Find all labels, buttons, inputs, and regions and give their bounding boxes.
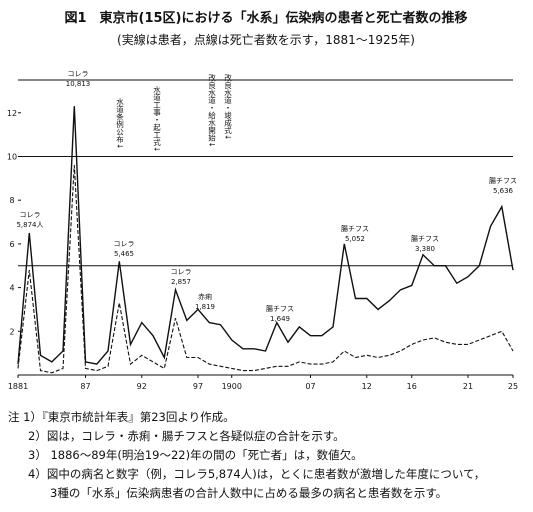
event-label: 改良水道・給水開始↓ [207, 73, 216, 148]
x-tick-label: 21 [463, 382, 473, 391]
series-line [17, 106, 514, 365]
x-tick-label: 16 [407, 382, 417, 391]
note: 2）図は，コレラ・赤痢・腸チフスと各疑似症の合計を示す。 [28, 429, 345, 443]
x-tick-label: 97 [193, 382, 203, 391]
annotation-disease: 腸チフス [489, 177, 517, 185]
notes: 注 1）『東京市統計年表』第23回より作成。 2）図は，コレラ・赤痢・腸チフスと… [8, 408, 485, 503]
y-tick-label: 10 [7, 152, 17, 161]
annotation-disease: コレラ [68, 70, 89, 78]
annotation-disease: コレラ [171, 268, 192, 276]
event-label: 改良水道・竣成式↓ [223, 73, 232, 141]
event-label: 水道工事・起工式↓ [152, 85, 161, 153]
annotation-count: 3,380 [415, 245, 435, 253]
x-tick-label: 92 [137, 382, 147, 391]
note: 3種の「水系」伝染病患者の合計人数中に占める最多の病名と患者数を示す。 [50, 486, 448, 500]
event-label: 水道条例公布↓ [115, 97, 124, 150]
series-line [17, 165, 514, 374]
x-tick-label: 12 [362, 382, 372, 391]
y-tick-label: 12 [7, 109, 17, 118]
y-tick-label: 6 [9, 240, 14, 249]
annotation-count: 2,857 [171, 278, 191, 286]
x-tick-label: 1900 [222, 382, 242, 391]
annotation-disease: コレラ [20, 211, 41, 219]
chart-subtitle: (実線は患者，点線は死亡者数を示す，1881～1925年) [117, 32, 415, 47]
chart: 図1 東京市(15区)における「水系」伝染病の患者と死亡者数の推移 (実線は患者… [7, 10, 518, 391]
note: 注 1）『東京市統計年表』第23回より作成。 [8, 410, 235, 424]
annotation-count: 1,819 [195, 303, 215, 311]
annotation-count: 5,636 [493, 187, 514, 195]
annotation-count: 10,813 [66, 80, 91, 88]
annotation-count: 5,465 [114, 250, 134, 258]
y-tick-label: 2 [9, 327, 14, 336]
note: 4）図中の病名と数字（例，コレラ5,874人)は，とくに患者数が激増した年度につ… [28, 467, 486, 481]
annotation-count: 1,649 [270, 315, 290, 323]
annotation-disease: 赤痢 [198, 292, 212, 301]
annotation-count: 5,052 [345, 235, 365, 243]
chart-title: 図1 東京市(15区)における「水系」伝染病の患者と死亡者数の推移 [64, 10, 467, 26]
x-tick-label: 25 [508, 382, 518, 391]
annotation-disease: 腸チフス [411, 235, 439, 243]
y-tick-label: 8 [9, 196, 14, 205]
x-tick-label: 07 [305, 382, 315, 391]
annotation-disease: 腸チフス [266, 305, 294, 313]
annotation-disease: コレラ [114, 240, 135, 248]
x-tick-label: 87 [80, 382, 90, 391]
annotation-count: 5,874人 [16, 221, 43, 229]
annotation-disease: 腸チフス [341, 225, 369, 233]
note: 3） 1886～89年(明治19～22)年の間の「死亡者」は，数値欠。 [28, 448, 363, 462]
y-tick-label: 4 [9, 284, 14, 293]
x-tick-label: 1881 [8, 382, 28, 391]
